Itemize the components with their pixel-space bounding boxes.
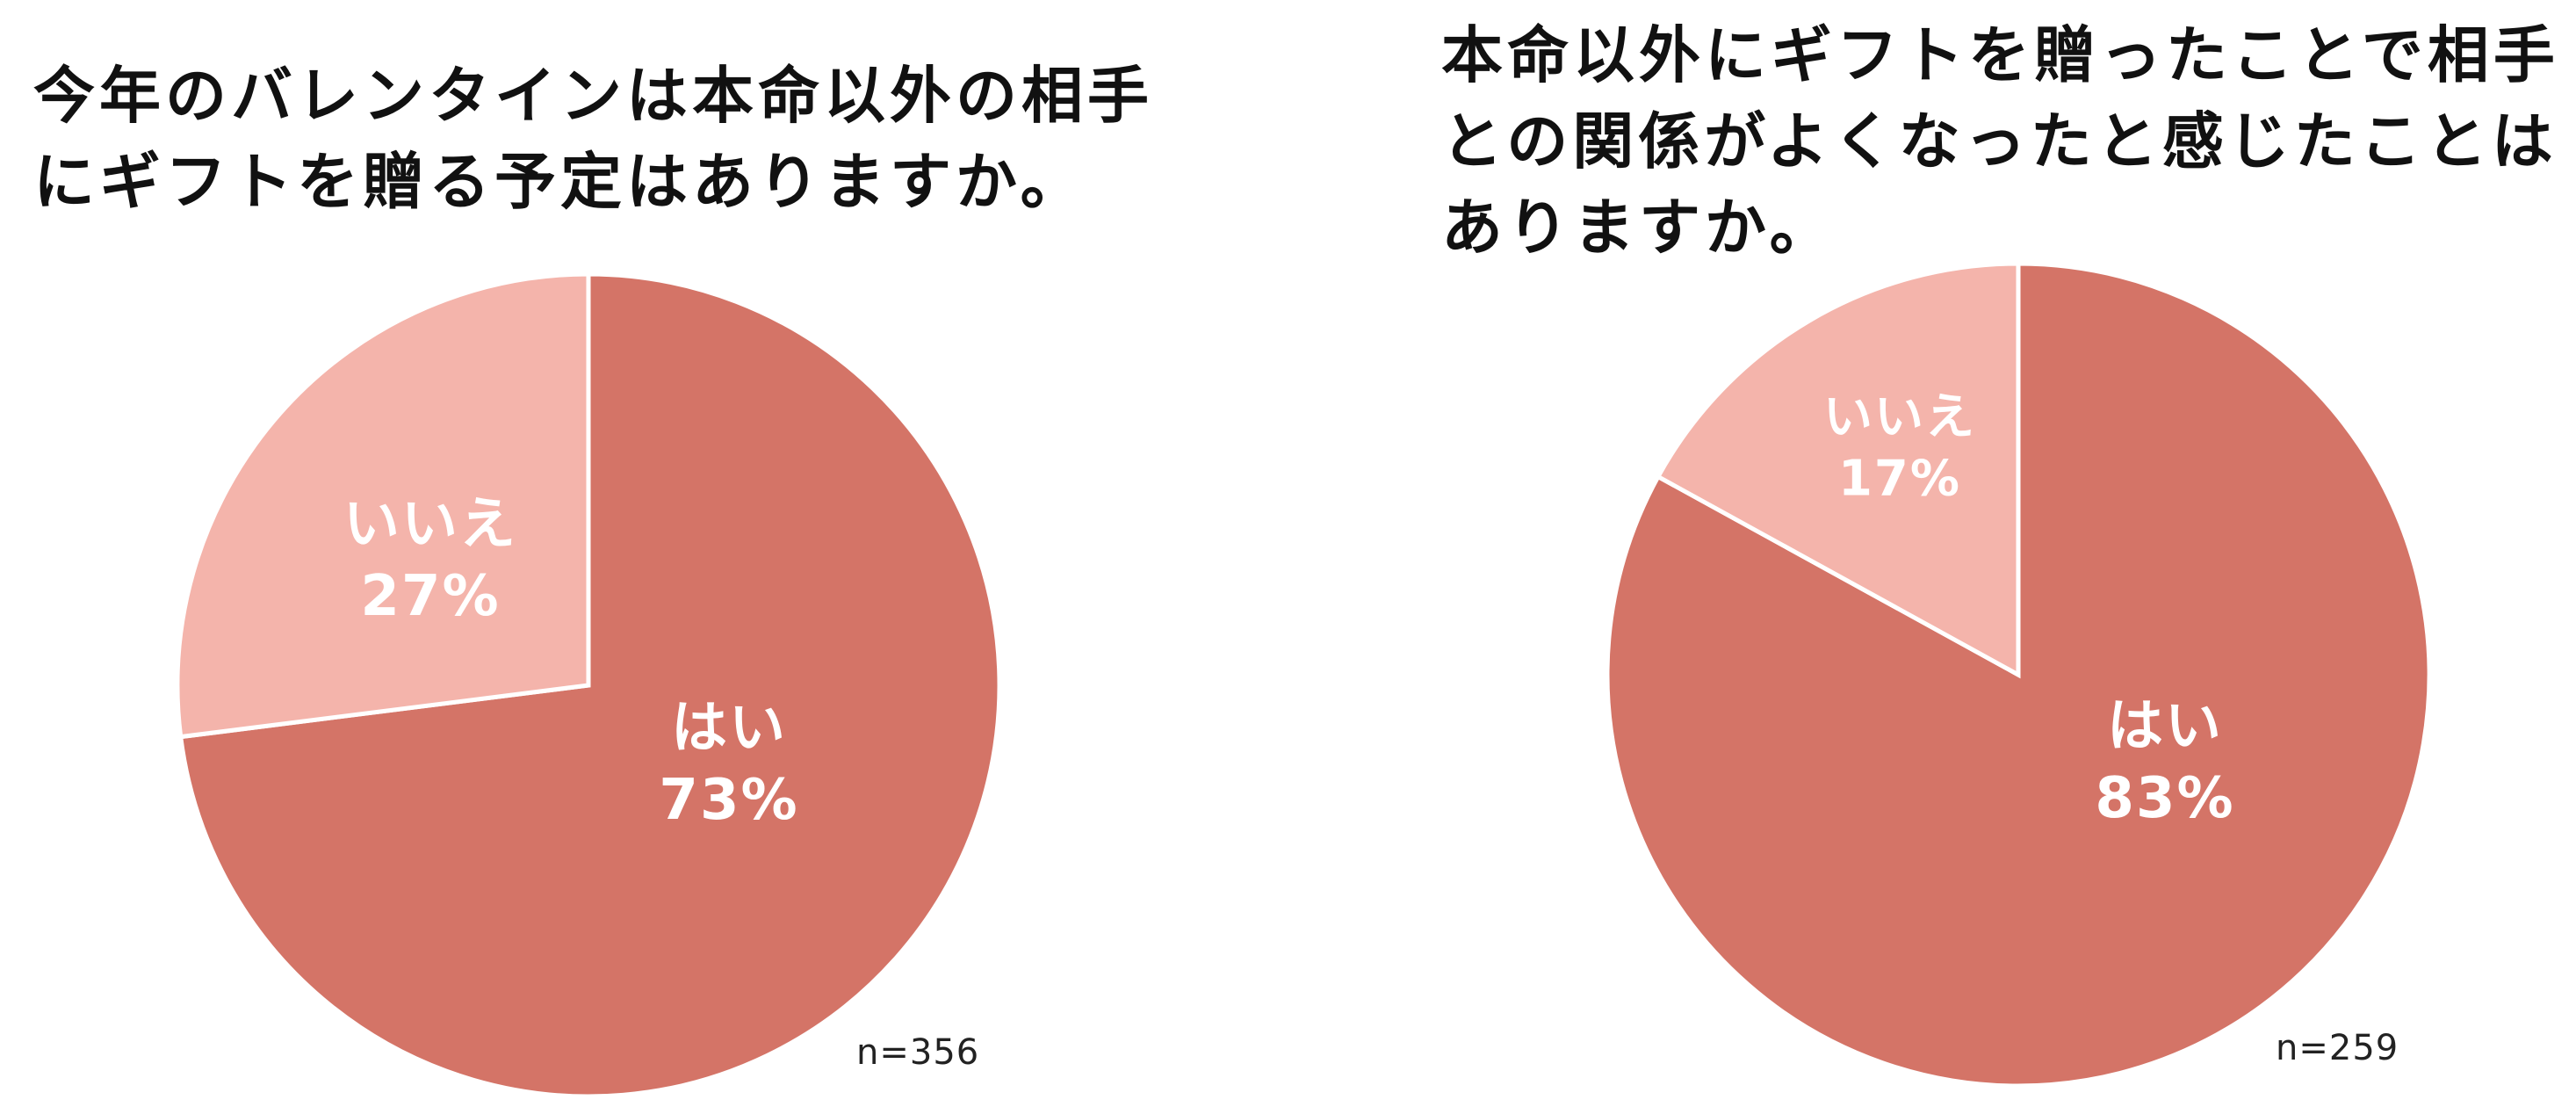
chart-panel-relationship: 本命以外にギフトを贈ったことで相手 との関係がよくなったと感じたことは あります… <box>1288 0 2576 1107</box>
slice-value-label-yes: 83% <box>2095 766 2234 831</box>
slice-value-label-no: 17% <box>1838 451 1961 508</box>
sample-size-label: n=356 <box>856 1032 980 1073</box>
slice-label-no: いいえ <box>1823 389 1976 446</box>
slice-label-no: いいえ <box>343 492 517 557</box>
slice-value-label-yes: 73% <box>659 768 798 833</box>
pie-slice-no <box>175 271 591 740</box>
slice-value-label-no: 27% <box>360 564 500 629</box>
chart-title: 本命以外にギフトを贈ったことで相手 との関係がよくなったと感じたことは あります… <box>1441 19 2559 264</box>
chart-title: 今年のバレンタインは本命以外の相手 にギフトを贈る予定はありますか。 <box>33 60 1153 218</box>
pie-chart-gift-plan: はい 73% いいえ 27% <box>175 271 999 1096</box>
sample-size-label: n=259 <box>2276 1028 2399 1068</box>
slice-label-yes: はい <box>2107 694 2223 759</box>
slice-label-yes: はい <box>671 696 787 761</box>
chart-panel-gift-plan: 今年のバレンタインは本命以外の相手 にギフトを贈る予定はありますか。 はい 73%… <box>33 60 1153 1096</box>
pie-slice-no <box>1655 261 2021 679</box>
